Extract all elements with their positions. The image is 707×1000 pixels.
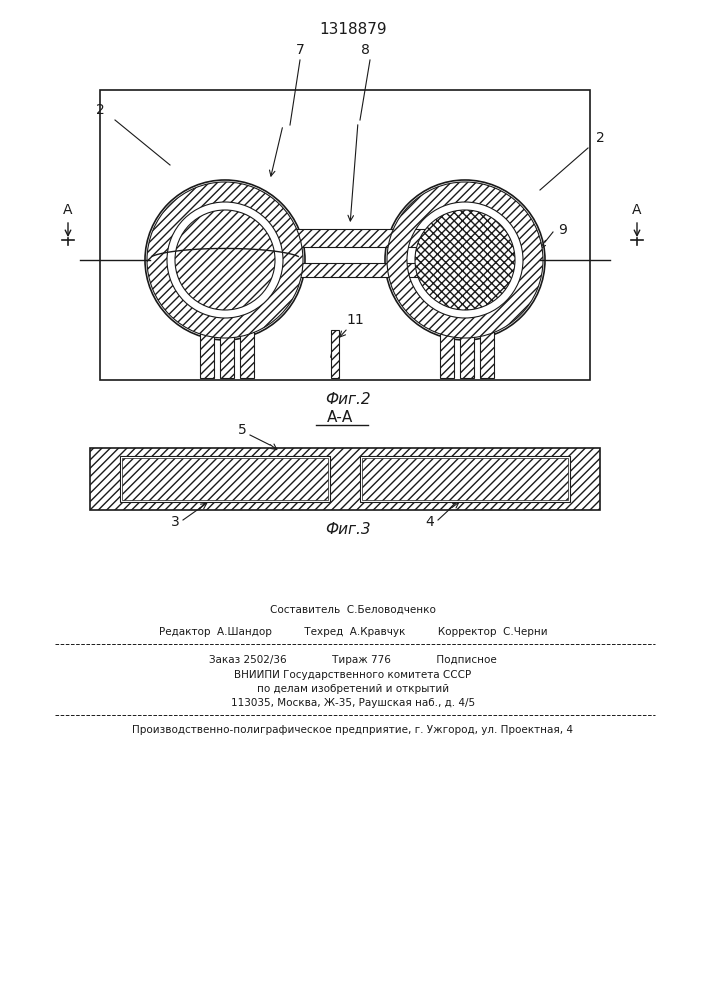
Bar [360, 456, 570, 502]
Text: Заказ 2502/36              Тираж 776              Подписное: Заказ 2502/36 Тираж 776 Подписное [209, 655, 497, 665]
Text: А-А: А-А [327, 410, 353, 426]
Bar [90, 448, 600, 510]
Text: 113035, Москва, Ж-35, Раушская наб., д. 4/5: 113035, Москва, Ж-35, Раушская наб., д. … [231, 698, 475, 708]
Bar [220, 323, 234, 378]
Bar [361, 457, 569, 501]
Bar [121, 457, 329, 501]
Circle shape [145, 180, 305, 340]
Text: 2: 2 [95, 103, 105, 117]
Text: 8: 8 [361, 43, 370, 57]
Text: 2: 2 [595, 131, 604, 145]
Text: Составитель  С.Беловодченко: Составитель С.Беловодченко [270, 605, 436, 615]
Bar [120, 456, 330, 502]
Bar [440, 323, 454, 378]
Bar [122, 458, 328, 500]
Circle shape [175, 210, 275, 310]
Text: по делам изобретений и открытий: по делам изобретений и открытий [257, 684, 449, 694]
Text: Производственно-полиграфическое предприятие, г. Ужгород, ул. Проектная, 4: Производственно-полиграфическое предприя… [132, 725, 573, 735]
Circle shape [385, 180, 545, 340]
Bar [362, 458, 568, 500]
Bar [220, 263, 470, 277]
Text: 4: 4 [426, 515, 434, 529]
Bar [460, 323, 474, 378]
Bar [240, 323, 254, 378]
Text: А: А [632, 203, 642, 217]
Text: Редактор  А.Шандор          Техред  А.Кравчук          Корректор  С.Черни: Редактор А.Шандор Техред А.Кравчук Корре… [158, 627, 547, 637]
Text: Фиг.2: Фиг.2 [325, 392, 370, 408]
Text: 11: 11 [346, 313, 364, 327]
Bar [331, 330, 339, 378]
Text: 7: 7 [296, 43, 305, 57]
Text: А: А [63, 203, 73, 217]
Text: ВНИИПИ Государственного комитета СССР: ВНИИПИ Государственного комитета СССР [235, 670, 472, 680]
Bar [220, 229, 470, 247]
Bar [480, 323, 494, 378]
Text: 5: 5 [238, 423, 246, 437]
Text: 3: 3 [170, 515, 180, 529]
Bar [200, 323, 214, 378]
Circle shape [155, 190, 295, 330]
Circle shape [415, 210, 515, 310]
Text: Фиг.3: Фиг.3 [325, 522, 370, 538]
Text: 1318879: 1318879 [319, 22, 387, 37]
Text: 9: 9 [559, 223, 568, 237]
Bar [100, 90, 590, 380]
